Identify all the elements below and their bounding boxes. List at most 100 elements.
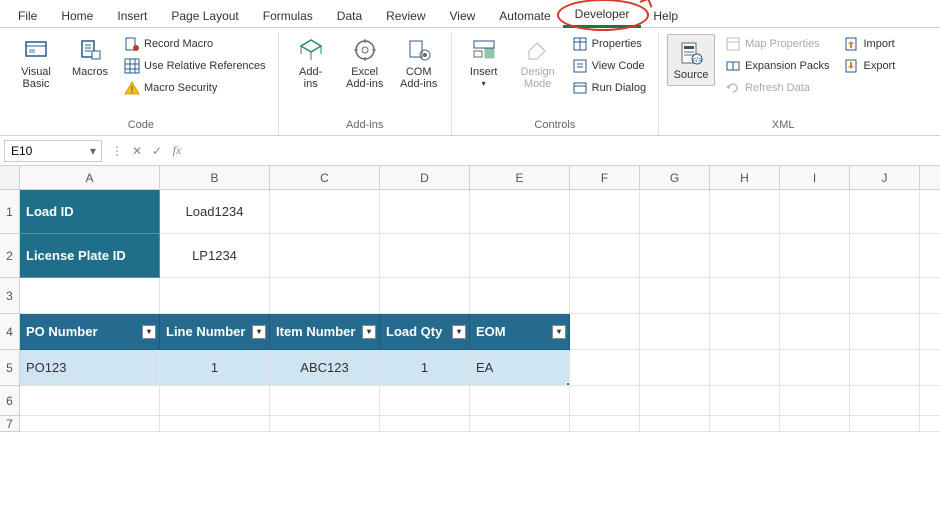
cell[interactable] [270, 190, 380, 234]
properties-button[interactable]: Properties [568, 34, 650, 54]
cell[interactable]: EA [470, 350, 570, 386]
cell[interactable] [380, 234, 470, 278]
run-dialog-button[interactable]: Run Dialog [568, 78, 650, 98]
cell[interactable]: 1 [380, 350, 470, 386]
cell[interactable] [780, 386, 850, 416]
filter-dropdown-icon[interactable]: ▾ [452, 325, 466, 339]
formula-more-button[interactable]: ⋮ [108, 144, 126, 158]
cell[interactable] [570, 350, 640, 386]
tab-help[interactable]: Help [641, 5, 690, 27]
cell[interactable]: Load1234 [160, 190, 270, 234]
tab-formulas[interactable]: Formulas [251, 5, 325, 27]
cell[interactable] [710, 350, 780, 386]
tab-page-layout[interactable]: Page Layout [159, 5, 250, 27]
tab-file[interactable]: File [6, 5, 49, 27]
cell[interactable]: License Plate ID [20, 234, 160, 278]
cell[interactable] [780, 416, 850, 432]
cell[interactable] [920, 234, 940, 278]
row-header[interactable]: 1 [0, 190, 20, 234]
cell[interactable] [640, 278, 710, 314]
cell[interactable] [570, 416, 640, 432]
cell[interactable]: Line Number▾ [160, 314, 270, 350]
source-button[interactable]: </> Source [667, 34, 715, 86]
tab-home[interactable]: Home [49, 5, 105, 27]
macros-button[interactable]: Macros [66, 34, 114, 78]
tab-insert[interactable]: Insert [105, 5, 159, 27]
cell[interactable] [850, 234, 920, 278]
column-header[interactable]: J [850, 166, 920, 190]
cell[interactable] [640, 314, 710, 350]
cell[interactable] [850, 278, 920, 314]
cell[interactable] [470, 386, 570, 416]
table-resize-handle[interactable] [566, 382, 570, 386]
name-box[interactable] [5, 144, 85, 158]
cell[interactable] [780, 190, 850, 234]
macro-security-button[interactable]: ! Macro Security [120, 78, 270, 98]
expansion-packs-button[interactable]: Expansion Packs [721, 56, 833, 76]
column-header[interactable]: F [570, 166, 640, 190]
cell[interactable] [20, 386, 160, 416]
com-addins-button[interactable]: COM Add-ins [395, 34, 443, 90]
cell[interactable] [640, 234, 710, 278]
cell[interactable]: EOM▾ [470, 314, 570, 350]
cell[interactable] [570, 190, 640, 234]
filter-dropdown-icon[interactable]: ▾ [252, 325, 266, 339]
cell[interactable] [270, 234, 380, 278]
cell[interactable] [850, 190, 920, 234]
cell[interactable] [920, 416, 940, 432]
excel-addins-button[interactable]: Excel Add-ins [341, 34, 389, 90]
insert-function-button[interactable]: fx [168, 143, 186, 158]
filter-dropdown-icon[interactable]: ▾ [552, 325, 566, 339]
cell[interactable] [570, 314, 640, 350]
cell[interactable] [780, 314, 850, 350]
export-button[interactable]: Export [839, 56, 899, 76]
cell[interactable] [780, 278, 850, 314]
cell[interactable] [640, 386, 710, 416]
cell[interactable] [570, 234, 640, 278]
cell[interactable] [470, 190, 570, 234]
import-button[interactable]: Import [839, 34, 899, 54]
insert-controls-button[interactable]: Insert ▾ [460, 34, 508, 89]
cell[interactable] [470, 234, 570, 278]
cell[interactable] [710, 234, 780, 278]
cell[interactable] [160, 386, 270, 416]
cell[interactable]: 1 [160, 350, 270, 386]
tab-review[interactable]: Review [374, 5, 437, 27]
cell[interactable] [710, 190, 780, 234]
cell[interactable] [380, 278, 470, 314]
cell[interactable] [850, 314, 920, 350]
cell[interactable] [270, 278, 380, 314]
column-header[interactable]: D [380, 166, 470, 190]
column-header[interactable]: B [160, 166, 270, 190]
cell[interactable]: ABC123 [270, 350, 380, 386]
addins-button[interactable]: Add- ins [287, 34, 335, 90]
cell[interactable] [850, 386, 920, 416]
cell[interactable] [640, 190, 710, 234]
design-mode-button[interactable]: Design Mode [514, 34, 562, 90]
cell[interactable] [640, 350, 710, 386]
cell[interactable] [20, 416, 160, 432]
refresh-data-button[interactable]: Refresh Data [721, 78, 833, 98]
column-header[interactable]: K [920, 166, 940, 190]
row-header[interactable]: 2 [0, 234, 20, 278]
cell[interactable] [920, 190, 940, 234]
cells-area[interactable]: Load IDLoad1234License Plate IDLP1234PO … [20, 190, 940, 432]
map-properties-button[interactable]: Map Properties [721, 34, 833, 54]
cell[interactable] [270, 386, 380, 416]
tab-automate[interactable]: Automate [487, 5, 562, 27]
cell[interactable]: Load Qty▾ [380, 314, 470, 350]
cell[interactable] [160, 416, 270, 432]
row-header[interactable]: 7 [0, 416, 20, 432]
cell[interactable] [20, 278, 160, 314]
cell[interactable] [710, 314, 780, 350]
cell[interactable] [920, 314, 940, 350]
tab-view[interactable]: View [438, 5, 488, 27]
cell[interactable] [570, 386, 640, 416]
cell[interactable] [380, 386, 470, 416]
formula-input[interactable] [192, 140, 936, 162]
cell[interactable] [640, 416, 710, 432]
cell[interactable] [920, 350, 940, 386]
column-header[interactable]: G [640, 166, 710, 190]
column-header[interactable]: A [20, 166, 160, 190]
select-all-corner[interactable] [0, 166, 20, 190]
